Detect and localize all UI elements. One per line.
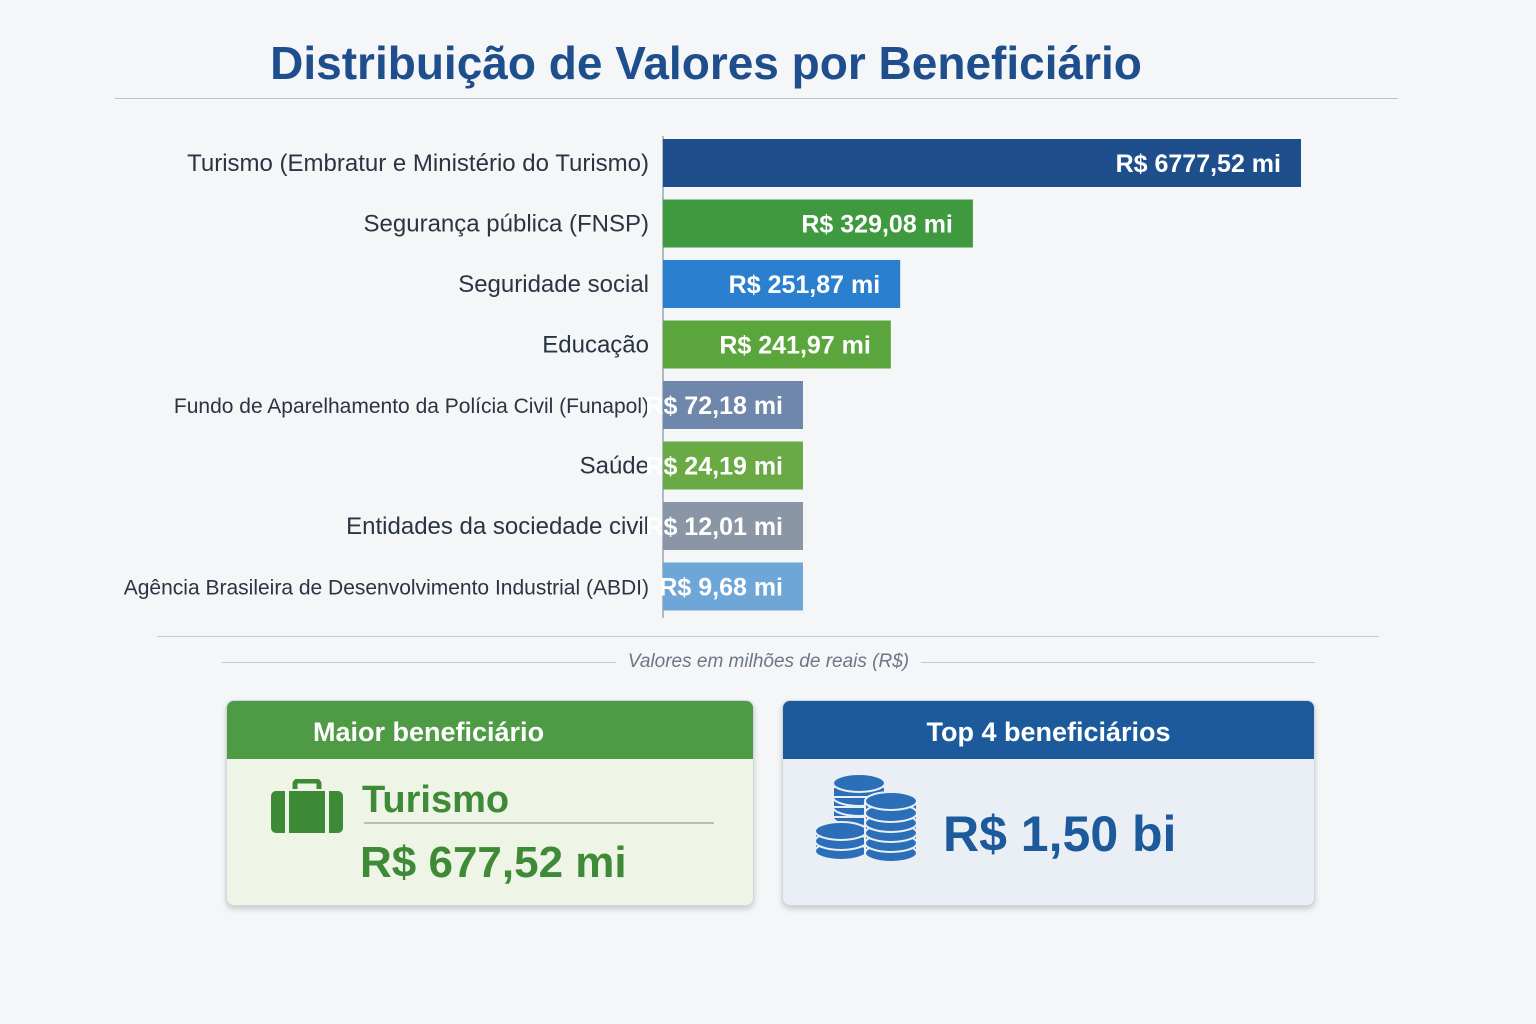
category-label: Seguridade social <box>458 271 649 298</box>
axis-note: Valores em milhões de reais (R$) <box>222 650 1316 674</box>
briefcase-icon <box>271 779 343 833</box>
bar <box>663 320 891 369</box>
largest-beneficiary-value: R$ 677,52 mi <box>360 838 627 887</box>
card-separator <box>364 822 714 824</box>
category-label: Educação <box>542 332 649 359</box>
axis-note-line-right <box>921 661 1316 663</box>
value-label: R$ 251,87 mi <box>729 271 881 299</box>
category-label: Fundo de Aparelhamento da Polícia Civil … <box>174 395 649 418</box>
top4-card: Top 4 beneficiários R$ 1,50 bi <box>782 700 1315 906</box>
category-label: Saúde <box>580 453 649 480</box>
value-label: R$ 241,97 mi <box>719 332 871 360</box>
bar <box>663 441 803 490</box>
value-label: R$ 24,19 mi <box>645 453 783 481</box>
largest-beneficiary-name: Turismo <box>362 779 510 821</box>
bar <box>663 260 901 308</box>
top4-header: Top 4 beneficiários <box>783 701 1314 759</box>
page-title: Distribuição de Valores por Beneficiário <box>270 37 1142 89</box>
category-label: Entidades da sociedade civil <box>346 513 649 540</box>
value-label: R$ 329,08 mi <box>801 211 953 239</box>
category-label: Turismo (Embratur e Ministério do Turism… <box>187 150 649 177</box>
top4-total-value: R$ 1,50 bi <box>943 806 1177 862</box>
value-label: R$ 12,01 mi <box>645 513 783 541</box>
largest-beneficiary-header: Maior beneficiário <box>227 701 753 759</box>
category-label: Segurança pública (FNSP) <box>364 211 649 238</box>
category-label: Agência Brasileira de Desenvolvimento In… <box>124 577 649 600</box>
value-label: R$ 6777,52 mi <box>1116 150 1281 178</box>
bar <box>663 199 973 248</box>
bar <box>663 381 803 429</box>
value-label: R$ 72,18 mi <box>645 392 783 420</box>
axis-note-line-left <box>222 661 616 663</box>
bar <box>663 139 1301 187</box>
bar <box>663 502 803 550</box>
axis-note-text: Valores em milhões de reais (R$) <box>627 651 910 672</box>
bar-chart: Turismo (Embratur e Ministério do Turism… <box>124 136 1301 618</box>
title-divider <box>115 98 1398 99</box>
value-label: R$ 9,68 mi <box>659 574 783 602</box>
largest-beneficiary-card: Maior beneficiário Turismo R$ 677,52 mi <box>226 700 754 906</box>
bar <box>663 562 803 611</box>
coins-icon <box>814 773 918 861</box>
chart-divider <box>157 636 1379 637</box>
